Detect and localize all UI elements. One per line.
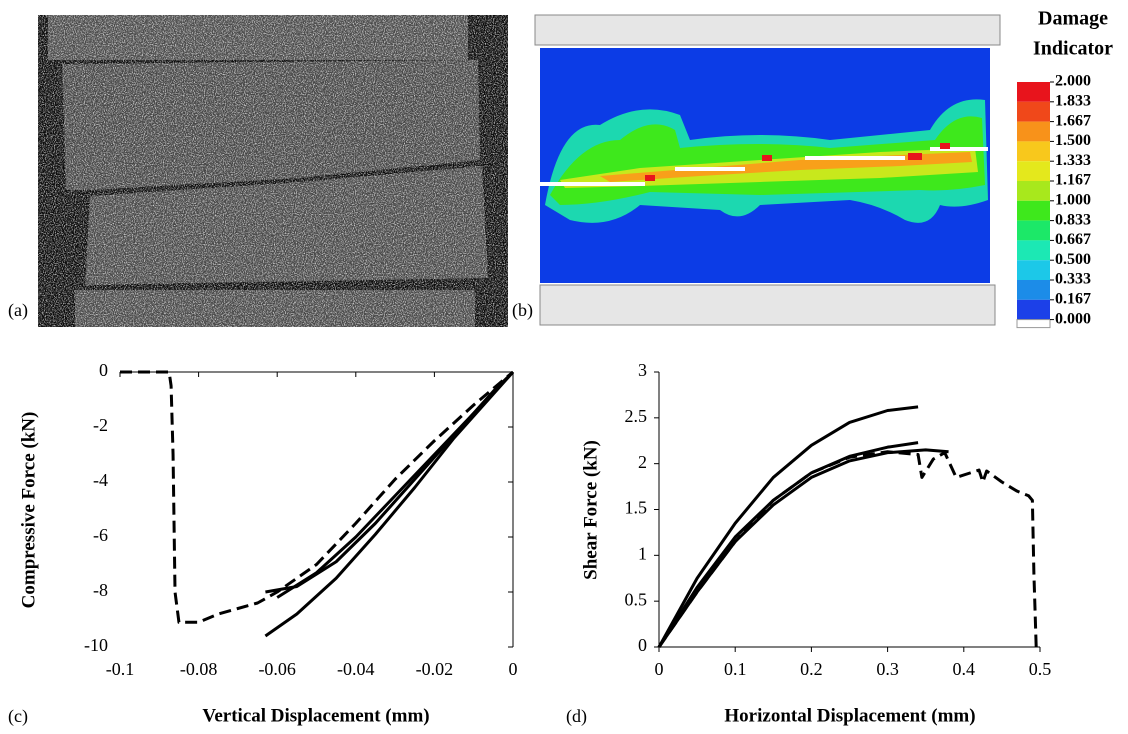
colorbar-label: 0.333 [1055,271,1091,288]
y-tick-label: 0 [638,635,647,655]
colorbar-label: 1.500 [1055,132,1091,149]
colorbar-label: 2.000 [1055,73,1091,90]
x-tick-label: -0.04 [337,659,375,679]
colorbar-band [1017,200,1050,221]
x-axis-title: Horizontal Displacement (mm) [724,705,975,726]
x-tick-label: 0.5 [1029,659,1052,679]
colorbar-label: 1.333 [1055,152,1091,169]
panel-label: (a) [8,300,28,321]
y-tick-label: 2.5 [625,406,648,426]
y-tick-label: 0 [99,360,108,380]
y-tick-label: -2 [93,415,108,435]
x-tick-label: -0.02 [416,659,454,679]
y-tick-label: -10 [84,635,108,655]
colorbar-band [1017,141,1050,162]
colorbar-band [1017,280,1050,300]
panel-label: (b) [512,300,533,321]
colorbar-label: 0.833 [1055,211,1091,228]
x-tick-label: 0 [509,659,518,679]
y-tick-label: 1 [638,543,647,563]
panel-label: (d) [566,706,587,727]
colorbar-label: 0.167 [1055,290,1091,307]
colorbar-band [1017,260,1050,280]
colorbar-title: Damage [1038,8,1108,30]
data-line [120,370,514,624]
y-tick-label: -8 [93,580,108,600]
colorbar-band [1017,220,1050,241]
colorbar-label: 0.000 [1055,310,1091,327]
x-tick-label: 0.2 [800,659,823,679]
colorbar-end [1016,319,1051,329]
colorbar-label: 0.500 [1055,251,1091,268]
colorbar-label: 1.000 [1055,191,1091,208]
x-tick-label: -0.1 [106,659,135,679]
photo [38,15,508,327]
colorbar-band [1017,161,1050,181]
x-tick-label: 0 [655,659,664,679]
colorbar-band [1017,121,1050,142]
y-tick-label: -4 [93,470,108,490]
data-line [276,370,515,599]
colorbar-label: 1.667 [1055,112,1091,129]
y-axis-title: Shear Force (kN) [580,440,601,580]
colorbar-band [1017,240,1050,261]
colorbar-label: 0.667 [1055,231,1091,248]
fe-model [534,14,1001,326]
y-tick-label: 2 [638,452,647,472]
data-line [657,448,949,648]
x-tick-label: 0.1 [724,659,747,679]
y-tick-label: 0.5 [625,589,648,609]
y-tick-label: 3 [638,360,647,380]
x-tick-label: -0.06 [258,659,296,679]
x-tick-label: 0.4 [953,659,976,679]
colorbar-label: 1.833 [1055,92,1091,109]
colorbar-band [1017,299,1050,320]
colorbar-band [1017,101,1050,122]
colorbar-label: 1.167 [1055,172,1091,189]
y-tick-label: 1.5 [625,498,648,518]
x-axis-title: Vertical Displacement (mm) [202,705,429,726]
x-tick-label: 0.3 [876,659,899,679]
data-line [657,405,919,648]
colorbar-band [1017,82,1050,102]
colorbar-band [1017,181,1050,201]
panel-label: (c) [8,706,28,727]
x-tick-label: -0.08 [180,659,218,679]
y-axis-title: Compressive Force (kN) [18,412,39,609]
colorbar-title: Indicator [1033,38,1113,60]
y-tick-label: -6 [93,525,108,545]
data-line [657,441,919,648]
data-line [657,450,1038,648]
